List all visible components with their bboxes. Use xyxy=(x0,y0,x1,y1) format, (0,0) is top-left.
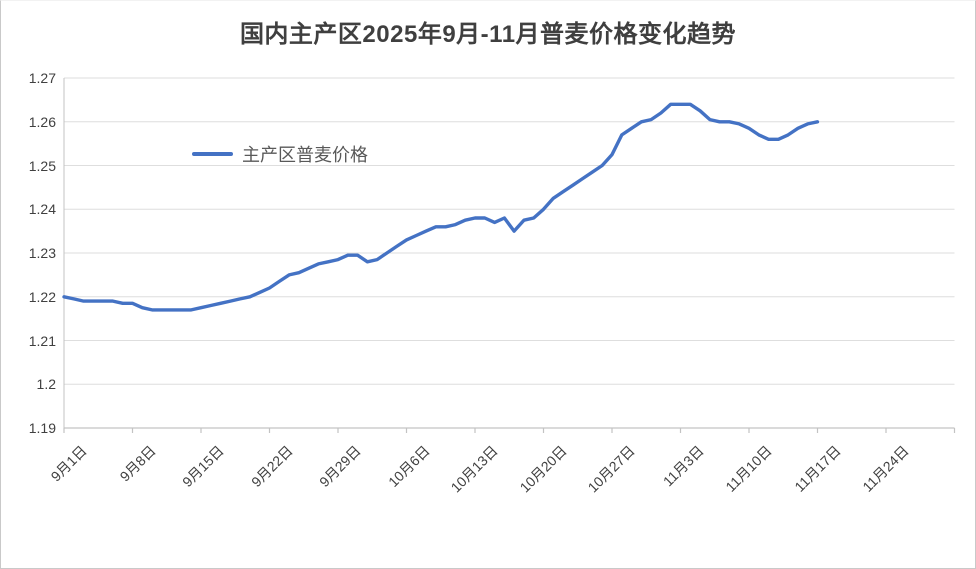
y-tick-label: 1.21 xyxy=(28,332,56,349)
legend: 主产区普麦价格 xyxy=(192,141,368,167)
y-tick-label: 1.23 xyxy=(28,245,56,261)
y-tick-label: 1.26 xyxy=(28,113,56,130)
y-tick-label: 1.22 xyxy=(28,288,56,305)
chart-title: 国内主产区2025年9月-11月普麦价格变化趋势 xyxy=(239,21,737,48)
y-tick-label: 1.24 xyxy=(28,201,56,218)
price-line xyxy=(62,102,820,312)
legend-series-label: 主产区普麦价格 xyxy=(242,145,368,165)
y-tick-label: 1.2 xyxy=(36,376,56,393)
legend-line-swatch xyxy=(192,152,233,156)
y-tick-label: 1.19 xyxy=(28,420,56,436)
y-tick-label: 1.25 xyxy=(28,157,56,174)
y-tick-label: 1.27 xyxy=(28,70,56,86)
